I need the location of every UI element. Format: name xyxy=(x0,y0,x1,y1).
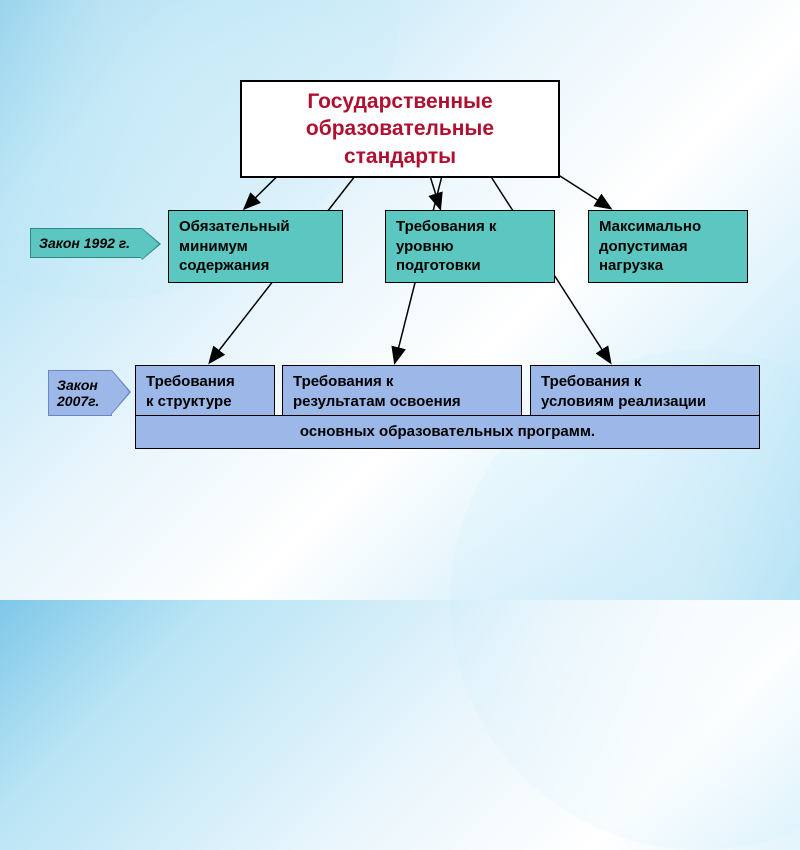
teal-box-1: Обязательный минимум содержания xyxy=(168,210,343,283)
blue-box-1: Требования к структуре xyxy=(135,365,275,418)
law-1992-label: Закон 1992 г. xyxy=(30,228,142,258)
blue-box-3: Требования к условиям реализации xyxy=(530,365,760,418)
teal2-l2: уровню xyxy=(396,237,544,257)
law-2007-line1: Закон xyxy=(57,377,107,393)
blue1-l2: к структуре xyxy=(146,392,264,412)
blue2-l1: Требования к xyxy=(293,372,511,392)
blue-footer: основных образовательных программ. xyxy=(135,415,760,449)
law-2007-label: Закон 2007г. xyxy=(48,370,112,416)
teal-box-2: Требования к уровню подготовки xyxy=(385,210,555,283)
blue-box-2: Требования к результатам освоения xyxy=(282,365,522,418)
teal1-l2: минимум xyxy=(179,237,332,257)
blue-footer-text: основных образовательных программ. xyxy=(300,423,595,440)
teal2-l3: подготовки xyxy=(396,256,544,276)
blue3-l2: условиям реализации xyxy=(541,392,749,412)
teal3-l3: нагрузка xyxy=(599,256,737,276)
main-title-line2: образовательные стандарты xyxy=(252,115,548,170)
blue1-l1: Требования xyxy=(146,372,264,392)
main-title-box: Государственные образовательные стандарт… xyxy=(240,80,560,178)
law-2007-line2: 2007г. xyxy=(57,393,107,409)
teal-box-3: Максимально допустимая нагрузка xyxy=(588,210,748,283)
blue2-l2: результатам освоения xyxy=(293,392,511,412)
blue3-l1: Требования к xyxy=(541,372,749,392)
law-1992-text: Закон 1992 г. xyxy=(39,235,130,251)
main-title-line1: Государственные xyxy=(252,88,548,115)
teal3-l2: допустимая xyxy=(599,237,737,257)
teal3-l1: Максимально xyxy=(599,217,737,237)
teal1-l3: содержания xyxy=(179,256,332,276)
teal2-l1: Требования к xyxy=(396,217,544,237)
teal1-l1: Обязательный xyxy=(179,217,332,237)
